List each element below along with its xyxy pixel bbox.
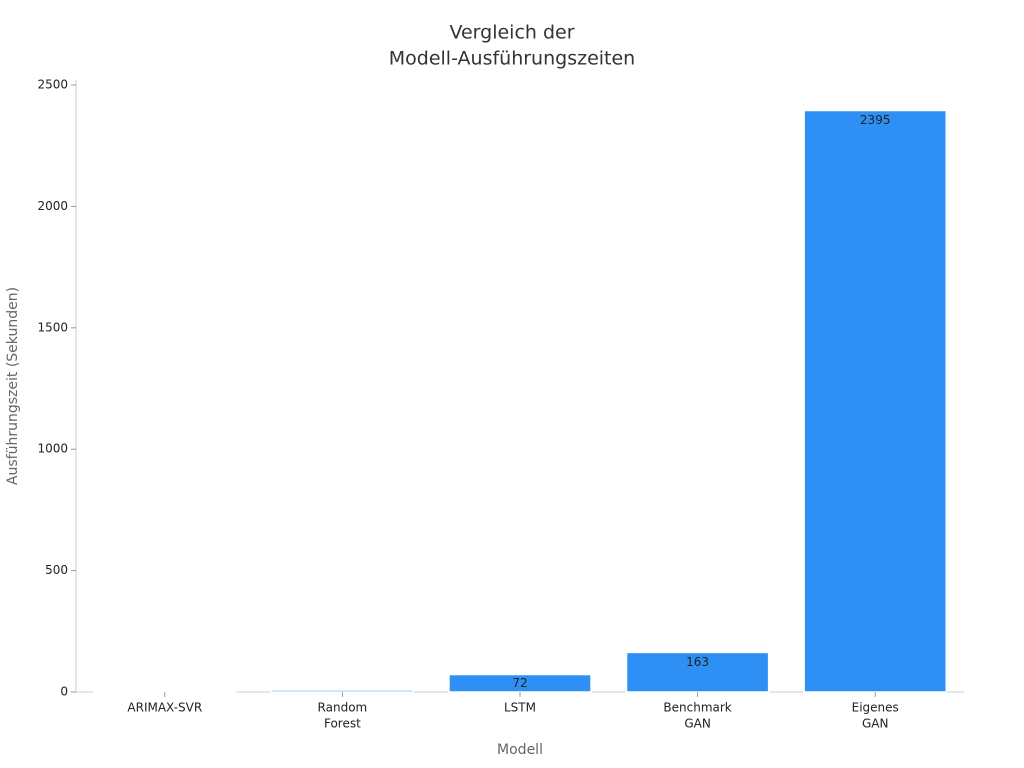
x-tick-label: GAN bbox=[684, 717, 710, 731]
y-tick-label: 2500 bbox=[37, 78, 68, 92]
bar bbox=[803, 109, 947, 693]
chart-title: Vergleich der bbox=[449, 22, 574, 44]
x-tick-label: ARIMAX-SVR bbox=[127, 701, 202, 715]
y-tick-label: 500 bbox=[45, 563, 68, 577]
value-label: 163 bbox=[686, 655, 709, 669]
x-tick-label: LSTM bbox=[504, 701, 536, 715]
y-axis-title: Ausführungszeit (Sekunden) bbox=[5, 287, 21, 485]
y-tick-label: 1500 bbox=[37, 320, 68, 334]
x-tick-label: Benchmark bbox=[663, 701, 731, 715]
x-axis-title: Modell bbox=[497, 742, 543, 758]
chart-title: Modell-Ausführungszeiten bbox=[389, 48, 635, 70]
y-tick-label: 0 bbox=[60, 685, 68, 699]
value-label: 72 bbox=[512, 676, 527, 690]
value-label: 2395 bbox=[860, 113, 891, 127]
x-tick-label: GAN bbox=[862, 717, 888, 731]
y-tick-label: 1000 bbox=[37, 442, 68, 456]
bar bbox=[270, 689, 415, 693]
y-tick-label: 2000 bbox=[37, 199, 68, 213]
x-tick-label: Eigenes bbox=[852, 701, 899, 715]
x-tick-label: Random bbox=[318, 701, 368, 715]
x-tick-label: Forest bbox=[324, 717, 361, 731]
